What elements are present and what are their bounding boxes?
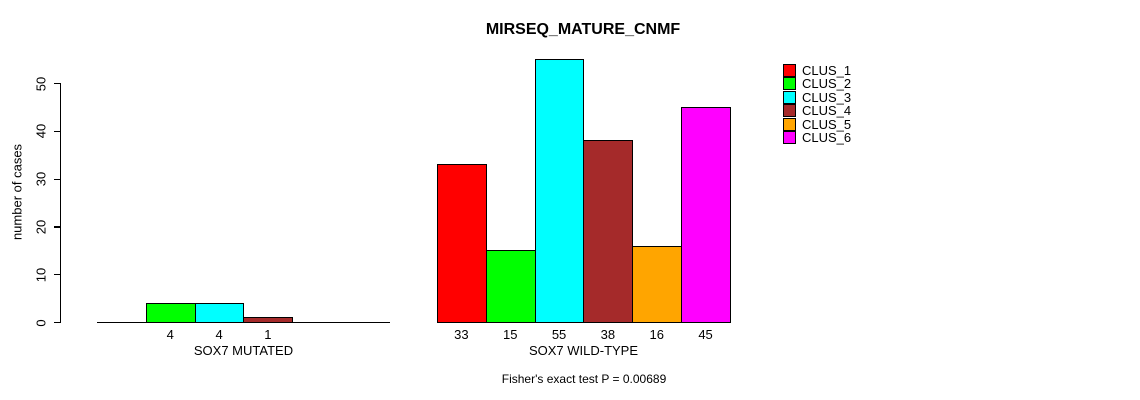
bar-value-label: 4 [166,327,174,342]
y-axis-tick-label: 20 [33,219,49,235]
y-axis-tick [54,178,60,180]
legend-label-clus_4: CLUS_4 [802,103,852,119]
legend-swatch-clus_1 [783,64,796,77]
legend-swatch-clus_2 [783,77,796,91]
y-axis-spine [60,83,62,323]
bar-value-label: 45 [698,327,713,342]
legend-swatch-clus_5 [783,117,796,131]
y-axis-tick-label: 10 [33,267,49,282]
legend-label-clus_3: CLUS_3 [802,89,852,105]
bar-value-label: 55 [551,327,567,342]
bar-clus_5 [632,246,682,323]
y-axis-title: number of cases [9,143,25,241]
bar-clus_3 [535,59,584,323]
legend-swatch-clus_6 [783,131,796,144]
bar-clus_4 [243,317,293,323]
legend-swatch-clus_4 [783,104,796,118]
y-axis-tick-label: 50 [33,76,49,91]
group-label: SOX7 MUTATED [193,343,294,358]
legend-label-clus_5: CLUS_5 [802,116,852,132]
bar-value-label: 38 [600,327,616,342]
bar-clus_1 [437,164,487,323]
bar-value-label: 33 [454,327,469,342]
bar-clus_2 [146,303,196,323]
bar-clus_3 [195,303,244,323]
bar-clus_6 [681,107,731,323]
legend-label-clus_6: CLUS_6 [802,130,852,145]
bar-value-label: 1 [264,327,272,342]
legend-swatch-clus_3 [783,90,796,104]
bar-value-label: 4 [215,327,223,342]
y-axis-tick-label: 0 [33,318,49,327]
bar-value-label: 16 [649,327,664,342]
y-axis-tick-label: 30 [33,171,49,187]
bar-clus_2 [486,250,536,323]
y-axis-tick [54,322,60,324]
y-axis-tick [54,83,60,85]
legend-label-clus_2: CLUS_2 [802,76,852,92]
y-axis-tick [54,274,60,276]
y-axis-tick-label: 40 [33,124,49,139]
bar-value-label: 15 [503,327,518,342]
y-axis-tick [54,130,60,133]
group-label: SOX7 WILD-TYPE [528,343,639,358]
bar-clus_4 [583,140,633,323]
chart-title: MIRSEQ_MATURE_CNMF [485,21,681,38]
fisher-test-annotation: Fisher's exact test P = 0.00689 [501,372,667,386]
legend-label-clus_1: CLUS_1 [802,63,852,78]
y-axis-tick [54,226,60,228]
